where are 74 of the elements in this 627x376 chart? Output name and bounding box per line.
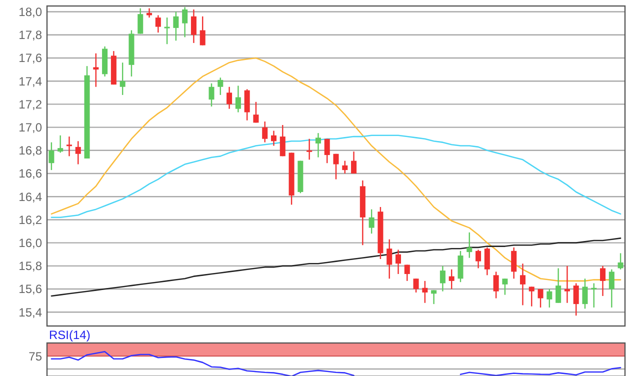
candlestick: [440, 265, 446, 292]
candlestick: [173, 11, 179, 42]
y-tick-label: 16,2: [18, 212, 42, 227]
y-tick-label: 17,2: [18, 97, 42, 112]
candlestick: [493, 271, 499, 299]
candlestick: [368, 208, 374, 234]
y-tick-label: 15,8: [18, 259, 42, 274]
y-tick-label: 16,8: [18, 144, 42, 158]
candlestick: [422, 280, 428, 304]
candlestick: [618, 252, 624, 270]
line-series: [50, 238, 622, 297]
candlestick: [324, 138, 330, 164]
candlestick: [182, 6, 188, 38]
y-tick-label: 15,4: [18, 305, 42, 320]
candlestick: [120, 62, 126, 96]
candlestick: [235, 85, 241, 113]
chart-title: RSI(14): [49, 328, 90, 342]
y-tick-label: 17,0: [18, 120, 42, 134]
candlestick: [333, 153, 339, 180]
candlestick: [351, 150, 357, 174]
candlestick: [582, 278, 588, 310]
y-tick-label: 15,6: [18, 282, 42, 296]
y-tick-label: 16,0: [18, 236, 42, 250]
candlestick: [431, 290, 437, 305]
candlestick: [538, 288, 544, 308]
candlestick: [466, 232, 472, 258]
candlestick: [448, 268, 454, 290]
candlestick: [608, 268, 614, 308]
candlestick: [200, 16, 206, 46]
y-tick-label: 18,0: [18, 4, 42, 19]
candlestick: [270, 130, 277, 146]
candlestick: [208, 82, 214, 108]
candlestick: [138, 8, 144, 34]
candlestick: [520, 263, 526, 306]
candlestick: [556, 268, 562, 304]
candlestick: [404, 264, 410, 282]
candlestick: [93, 52, 99, 88]
candlestick: [395, 249, 402, 275]
candlestick: [190, 8, 196, 44]
candlestick: [253, 101, 259, 124]
candlestick: [502, 278, 508, 296]
y-tick-label: 17,8: [18, 28, 42, 42]
candlestick: [164, 16, 170, 45]
candlestick: [244, 88, 250, 121]
candlestick: [48, 142, 54, 171]
candlestick: [591, 282, 597, 308]
candlestick: [58, 134, 64, 154]
candlestick: [484, 246, 490, 276]
candlestick: [315, 132, 321, 158]
candlestick: [528, 286, 534, 307]
candlestick: [218, 77, 224, 96]
candlestick: [342, 160, 348, 174]
y-tick-label: 16,6: [18, 166, 42, 181]
candlestick: [546, 288, 552, 308]
candlestick: [262, 120, 268, 143]
candlestick: [155, 14, 161, 34]
candlestick: [413, 278, 419, 294]
candlestick: [66, 136, 72, 157]
candlestick: [280, 124, 286, 157]
y-tick-label: 16,4: [18, 190, 42, 204]
candlestick: [511, 246, 517, 280]
candlestick: [476, 249, 482, 269]
y-tick-label: 17,6: [18, 51, 42, 66]
candlestick: [226, 86, 232, 110]
line-series: [50, 134, 622, 218]
candlestick: [306, 138, 312, 160]
text: 75: [28, 349, 42, 364]
candlestick: [75, 140, 81, 165]
candlestick: [573, 282, 579, 316]
candlestick: [564, 265, 570, 304]
candlestick: [458, 250, 464, 283]
candlestick: [386, 238, 392, 280]
y-tick-label: 17,4: [18, 74, 42, 88]
candlestick: [600, 265, 606, 297]
